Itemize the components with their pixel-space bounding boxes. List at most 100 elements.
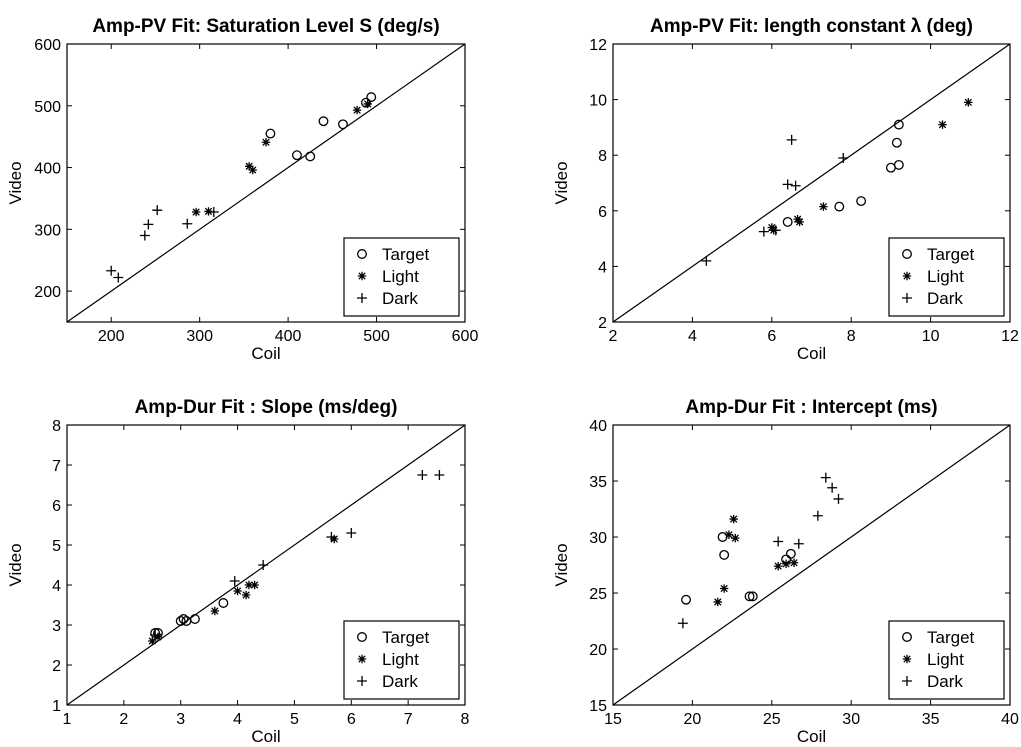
point-light bbox=[938, 120, 947, 129]
y-tick-label: 1 bbox=[52, 698, 61, 715]
x-tick-label: 5 bbox=[290, 711, 299, 728]
point-target bbox=[681, 594, 691, 605]
point-target bbox=[856, 196, 867, 207]
y-axis-label: Video bbox=[6, 161, 25, 204]
point-dark bbox=[182, 218, 193, 229]
x-tick-label: 35 bbox=[922, 711, 940, 728]
point-target bbox=[747, 591, 758, 602]
point-light bbox=[773, 561, 783, 571]
point-light bbox=[153, 632, 163, 642]
y-tick-label: 4 bbox=[52, 578, 61, 595]
x-tick-label: 6 bbox=[767, 328, 776, 345]
point-dark bbox=[770, 225, 781, 236]
plot-frame bbox=[612, 424, 1011, 706]
y-tick-label: 2 bbox=[598, 315, 607, 332]
point-dark bbox=[152, 205, 163, 216]
plot-frame bbox=[66, 43, 466, 323]
legend-label-light: Light bbox=[927, 650, 964, 669]
point-light bbox=[713, 597, 723, 607]
y-tick-label: 7 bbox=[52, 458, 61, 475]
x-tick-label: 4 bbox=[688, 328, 697, 345]
point-light bbox=[724, 530, 734, 539]
point-target bbox=[744, 591, 755, 602]
point-target bbox=[175, 616, 186, 626]
y-tick-label: 400 bbox=[34, 161, 61, 178]
legend-label-target: Target bbox=[382, 245, 430, 264]
x-tick-label: 2 bbox=[609, 328, 618, 345]
point-dark bbox=[150, 630, 161, 640]
x-axis-label: Coil bbox=[797, 727, 826, 746]
legend-marker-dark bbox=[357, 293, 367, 303]
point-light bbox=[250, 580, 259, 590]
plot-frame bbox=[612, 43, 1011, 323]
legend-label-target: Target bbox=[927, 628, 975, 647]
point-dark bbox=[773, 536, 784, 547]
y-tick-label: 6 bbox=[598, 204, 607, 221]
x-tick-label: 300 bbox=[186, 328, 213, 345]
y-tick-label: 20 bbox=[589, 642, 607, 659]
chart-title: Amp-PV Fit: Saturation Level S (deg/s) bbox=[92, 16, 439, 37]
legend-marker-dark bbox=[357, 676, 367, 686]
x-tick-label: 6 bbox=[347, 711, 356, 728]
x-tick-label: 15 bbox=[604, 711, 622, 728]
point-dark bbox=[208, 207, 219, 218]
legend: Target Light Dark bbox=[888, 237, 1005, 317]
plot-frame bbox=[66, 424, 466, 706]
point-dark bbox=[229, 576, 240, 586]
point-dark bbox=[677, 618, 688, 629]
legend-marker-target bbox=[357, 632, 367, 642]
legend-marker-dark bbox=[902, 676, 912, 686]
point-dark bbox=[790, 180, 801, 191]
legend-marker-dark bbox=[902, 293, 912, 303]
chart-title: Amp-PV Fit: length constant λ (deg) bbox=[650, 16, 973, 37]
point-dark bbox=[758, 226, 769, 237]
x-tick-label: 1 bbox=[63, 711, 72, 728]
point-target bbox=[305, 151, 316, 162]
point-light bbox=[731, 533, 740, 543]
legend-marker-light bbox=[902, 654, 912, 664]
point-light bbox=[330, 534, 339, 544]
point-target bbox=[834, 201, 845, 212]
y-tick-label: 25 bbox=[589, 586, 607, 603]
point-dark bbox=[113, 272, 124, 283]
point-dark bbox=[258, 560, 269, 570]
identity-line bbox=[66, 43, 466, 323]
y-tick-label: 8 bbox=[598, 148, 607, 165]
point-target bbox=[189, 614, 200, 624]
point-dark bbox=[812, 510, 823, 521]
point-target bbox=[265, 128, 276, 139]
point-light bbox=[148, 636, 157, 646]
y-tick-label: 35 bbox=[589, 474, 607, 491]
point-target bbox=[782, 216, 793, 227]
y-tick-label: 2 bbox=[52, 658, 61, 675]
point-target bbox=[366, 92, 377, 103]
legend-marker-target bbox=[357, 249, 367, 259]
legend-label-dark: Dark bbox=[382, 289, 418, 308]
y-tick-label: 600 bbox=[34, 37, 61, 54]
x-tick-label: 7 bbox=[404, 711, 413, 728]
legend-label-light: Light bbox=[382, 650, 419, 669]
point-light bbox=[352, 105, 362, 115]
point-target bbox=[719, 549, 730, 560]
point-dark bbox=[326, 532, 337, 542]
y-axis-label: Video bbox=[552, 543, 571, 586]
legend: Target Light Dark bbox=[343, 237, 460, 317]
point-target bbox=[893, 119, 904, 130]
y-tick-label: 8 bbox=[52, 418, 61, 435]
point-target bbox=[893, 159, 904, 170]
x-tick-label: 200 bbox=[98, 328, 125, 345]
x-axis-label: Coil bbox=[797, 344, 826, 363]
identity-line bbox=[612, 424, 1011, 706]
chart-panel-4: 15 20 25 30 35 40 15 20 25 30 35 40 Amp-Dur Fit : In… bbox=[552, 397, 1019, 746]
point-light bbox=[795, 217, 804, 227]
x-tick-label: 8 bbox=[461, 711, 470, 728]
y-tick-label: 10 bbox=[589, 93, 607, 110]
y-tick-label: 12 bbox=[589, 37, 607, 54]
point-dark bbox=[786, 134, 797, 145]
chart-panel-3: 1 2 3 4 5 6 7 8 1 2 3 4 5 6 7 8 Amp-Dur Fit : Slope (ms/… bbox=[6, 397, 470, 746]
legend-label-dark: Dark bbox=[927, 672, 963, 691]
legend-label-target: Target bbox=[927, 245, 975, 264]
x-tick-label: 20 bbox=[684, 711, 702, 728]
x-tick-label: 8 bbox=[847, 328, 856, 345]
